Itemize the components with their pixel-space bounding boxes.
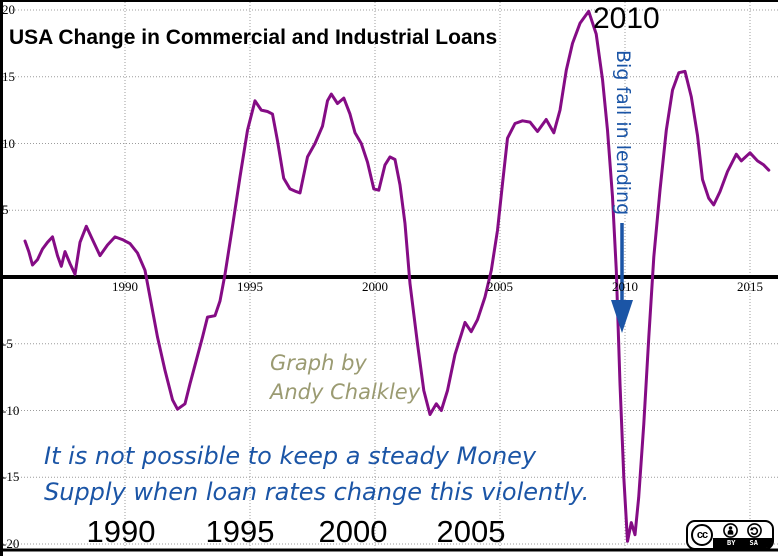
- x-tick-label: 2010: [612, 279, 638, 294]
- annotation-2010-label: 2010: [593, 2, 660, 35]
- credit-line-1: Graph by: [270, 351, 367, 375]
- credit-watermark: Graph by Andy Chalkley: [270, 349, 420, 407]
- y-tick-label: -10: [2, 402, 20, 418]
- x-tick-label: 1990: [112, 279, 138, 294]
- y-tick-label: 10: [2, 135, 15, 151]
- y-tick-label: -15: [2, 469, 20, 485]
- annotation-big-fall-label: Big fall in lending: [612, 50, 634, 216]
- cc-license-badge: cc: [686, 520, 774, 550]
- cc-sa-label: SA: [749, 539, 758, 547]
- cc-badge-right: BY SA: [713, 522, 772, 548]
- y-tick-label: 15: [2, 68, 15, 84]
- commentary-line-1: It is not possible to keep a steady Mone…: [44, 442, 537, 470]
- x-tick-label: 1995: [237, 279, 263, 294]
- cc-logo-text: cc: [696, 529, 708, 541]
- y-tick-label: 20: [2, 2, 15, 17]
- bottom-year-1990: 1990: [86, 514, 156, 549]
- cc-by-label: BY: [727, 539, 736, 547]
- x-tick-label: 2000: [362, 279, 388, 294]
- credit-line-2: Andy Chalkley: [270, 380, 421, 404]
- cc-sa-arrow-icon: [747, 523, 763, 538]
- down-arrow-icon: [611, 223, 633, 333]
- cc-badge-strip: BY SA: [713, 538, 772, 548]
- y-tick-label: -5: [2, 335, 13, 351]
- bottom-year-2000: 2000: [318, 514, 388, 549]
- y-tick-label: 5: [2, 202, 9, 218]
- x-tick-label: 2005: [487, 279, 513, 294]
- commentary-line-2: Supply when loan rates change this viole…: [44, 478, 590, 506]
- y-tick-label: -20: [2, 536, 20, 551]
- bottom-year-2005: 2005: [436, 514, 506, 549]
- cc-badge-icons: [713, 522, 772, 538]
- commentary-text: It is not possible to keep a steady Mone…: [44, 438, 589, 510]
- cc-by-person-icon: [722, 523, 738, 538]
- cc-logo-icon: cc: [691, 524, 713, 546]
- loan-line-series: [23, 9, 771, 543]
- bottom-year-1995: 1995: [205, 514, 275, 549]
- x-tick-label: 2015: [737, 279, 763, 294]
- chart-title: USA Change in Commercial and Industrial …: [9, 26, 498, 49]
